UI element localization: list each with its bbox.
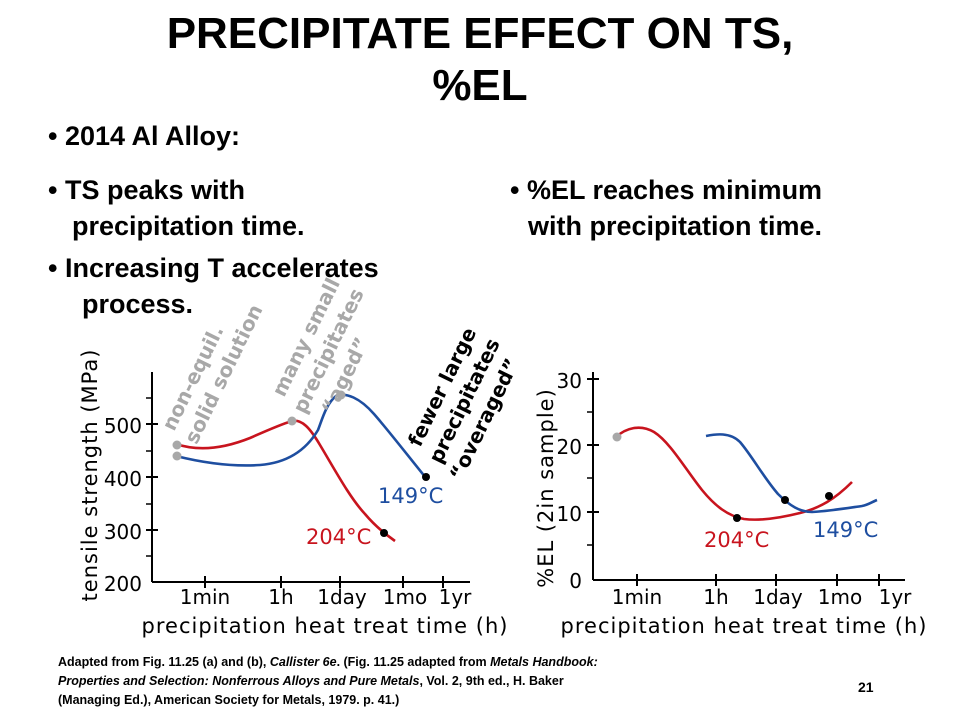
caption-text: . (Fig. 11.25 adapted from [336, 655, 491, 669]
ts-y-tick-label: 200 [104, 572, 142, 596]
ts-x-tick-label: 1yr [439, 585, 473, 609]
ts-x-tick-label: 1min [180, 585, 230, 609]
el-marker-initial [612, 432, 622, 442]
ts-chart: 500 400 300 200 1min 1h 1day 1mo 1yr pre… [78, 274, 524, 638]
el-y-tick-label: 20 [557, 435, 582, 459]
ts-x-tick-label: 1day [317, 585, 367, 609]
caption-source-title: Metals Handbook: [490, 655, 598, 669]
caption-text: , Vol. 2, 9th ed., H. Baker [419, 674, 564, 688]
el-x-tick-label: 1h [703, 585, 728, 609]
ts-x-tick-label: 1h [268, 585, 293, 609]
ts-y-axis-label: tensile strength (MPa) [78, 349, 102, 602]
ts-x-axis-label: precipitation heat treat time (h) [142, 614, 509, 638]
caption-source-subtitle: Properties and Selection: Nonferrous All… [58, 674, 420, 688]
ts-marker-aged [287, 416, 297, 426]
el-y-tick-label: 0 [569, 569, 582, 593]
caption-text: Adapted from Fig. 11.25 (a) and (b), [58, 655, 270, 669]
title-line-1: PRECIPITATE EFFECT ON TS, [166, 9, 794, 58]
bullet-ts-line2: precipitation time. [72, 211, 305, 241]
el-y-tick-label: 30 [557, 369, 582, 393]
ts-marker-peak [336, 390, 346, 400]
ts-marker-initial [172, 440, 182, 450]
caption-book-title: Callister 6e [269, 655, 337, 669]
ts-marker-149c [422, 473, 430, 481]
el-series-149c-line [705, 433, 878, 514]
el-y-axis-label: %EL (2in sample) [534, 388, 558, 588]
el-series-204c-label: 204°C [704, 528, 769, 552]
el-x-tick-label: 1mo [818, 585, 862, 609]
el-x-axis-label: precipitation heat treat time (h) [561, 614, 928, 638]
ts-y-tick-label: 500 [104, 414, 142, 438]
el-y-tick-label: 10 [557, 502, 582, 526]
ts-y-tick-label: 300 [104, 520, 142, 544]
figure-caption: Adapted from Fig. 11.25 (a) and (b), Cal… [58, 653, 598, 710]
el-chart: 30 20 10 0 1min 1h 1day 1mo 1yr precipit… [534, 369, 928, 638]
bullet-temp-line2: process. [82, 289, 194, 319]
ts-marker-initial [172, 451, 182, 461]
el-marker-204c [733, 514, 741, 522]
ts-series-204c-line [175, 419, 396, 543]
bullet-ts-line1: • TS peaks with [48, 175, 246, 205]
slide-title: PRECIPITATE EFFECT ON TS, %EL [0, 8, 960, 112]
bullet-el-line2: with precipitation time. [528, 211, 823, 241]
page-number: 21 [858, 679, 874, 695]
el-marker-149c-end [825, 492, 833, 500]
el-x-tick-label: 1min [612, 585, 662, 609]
el-x-tick-label: 1day [753, 585, 803, 609]
ts-series-149c-line [175, 393, 428, 479]
annotation-aged: many small precipitates “aged” [267, 274, 374, 417]
ts-x-tick-label: 1mo [383, 585, 427, 609]
annotation-overaged: fewer large precipitates “overaged” [403, 324, 524, 484]
el-series-149c-label: 149°C [813, 518, 878, 542]
title-line-2: %EL [432, 61, 528, 110]
caption-line-1: Adapted from Fig. 11.25 (a) and (b), Cal… [58, 653, 598, 672]
el-marker-149c [781, 496, 789, 504]
caption-line-2: Properties and Selection: Nonferrous All… [58, 672, 598, 691]
ts-marker-204c [380, 529, 388, 537]
caption-line-3: (Managing Ed.), American Society for Met… [58, 693, 400, 707]
ts-y-tick-label: 400 [104, 467, 142, 491]
bullet-el-line1: • %EL reaches minimum [510, 175, 823, 205]
annotation-non-equil: non-equil. solid solution [157, 300, 268, 447]
el-series-204c-line [615, 426, 853, 521]
bullet-temp-line1: • Increasing T accelerates [48, 253, 379, 283]
el-x-tick-label: 1yr [879, 585, 913, 609]
bullet-alloy: • 2014 Al Alloy: [48, 121, 241, 151]
ts-series-204c-label: 204°C [306, 525, 371, 549]
ts-series-149c-label: 149°C [378, 484, 443, 508]
